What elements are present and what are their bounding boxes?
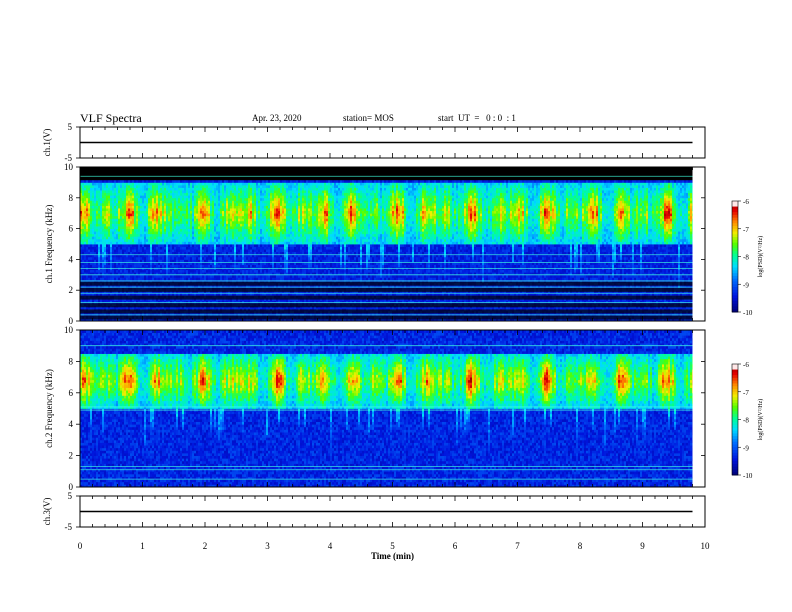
x-tick-label: 3: [265, 541, 270, 551]
x-tick-label: 8: [578, 541, 583, 551]
colorbar-tick-label: -7: [743, 226, 749, 234]
y-tick-label: 0: [69, 316, 74, 326]
date-label: Apr. 23, 2020: [252, 113, 302, 123]
colorbar-tick-label: -10: [743, 309, 753, 317]
x-tick-label: 7: [515, 541, 520, 551]
x-tick-label: 4: [328, 541, 333, 551]
y-tick-label: 5: [68, 491, 73, 501]
colorbar-tick-label: -8: [743, 417, 749, 425]
colorbar-label: log(PSD)(V²/Hz): [757, 399, 764, 440]
spectrogram-1: [80, 167, 695, 322]
colorbar-label: log(PSD)(V²/Hz): [757, 236, 764, 277]
x-axis-label: Time (min): [371, 551, 414, 561]
colorbar-tick-label: -7: [743, 389, 749, 397]
y-tick-label: 6: [69, 388, 74, 398]
colorbar-tick-label: -8: [743, 254, 749, 262]
y-axis-label: ch.1 Frequency (kHz): [44, 205, 54, 284]
colorbar-1: [731, 200, 741, 313]
x-tick-label: 10: [701, 541, 711, 551]
start-ut-label: start UT = 0 : 0 : 1: [438, 113, 516, 123]
y-tick-label: -5: [65, 522, 73, 532]
x-tick-label: 6: [453, 541, 458, 551]
y-tick-label: 10: [64, 325, 74, 335]
colorbar-tick-label: -9: [743, 281, 749, 289]
x-tick-label: 2: [203, 541, 208, 551]
station-label: station= MOS: [343, 113, 394, 123]
y-tick-label: 2: [69, 285, 74, 295]
y-tick-label: 8: [69, 193, 74, 203]
y-axis-label: ch.3(V): [42, 498, 52, 526]
y-tick-label: 10: [64, 162, 74, 172]
y-tick-label: 2: [69, 451, 74, 461]
colorbar-2: [731, 363, 741, 476]
figure-title: VLF Spectra: [80, 111, 142, 126]
y-tick-label: 8: [69, 356, 74, 366]
x-tick-label: 9: [640, 541, 645, 551]
y-tick-label: 6: [69, 224, 74, 234]
y-axis-label: ch.1(V): [42, 129, 52, 157]
y-tick-label: 0: [69, 482, 74, 492]
spectrogram-2: [80, 330, 695, 488]
colorbar-tick-label: -6: [743, 198, 749, 206]
y-axis-label: ch.2 Frequency (kHz): [44, 369, 54, 448]
colorbar-tick-label: -6: [743, 361, 749, 369]
y-tick-label: 5: [68, 122, 73, 132]
y-tick-label: -5: [65, 153, 73, 163]
x-tick-label: 0: [78, 541, 83, 551]
colorbar-tick-label: -9: [743, 444, 749, 452]
y-tick-label: 4: [69, 419, 74, 429]
y-tick-label: 4: [69, 254, 74, 264]
x-tick-label: 5: [390, 541, 395, 551]
x-tick-label: 1: [140, 541, 145, 551]
colorbar-tick-label: -10: [743, 472, 753, 480]
